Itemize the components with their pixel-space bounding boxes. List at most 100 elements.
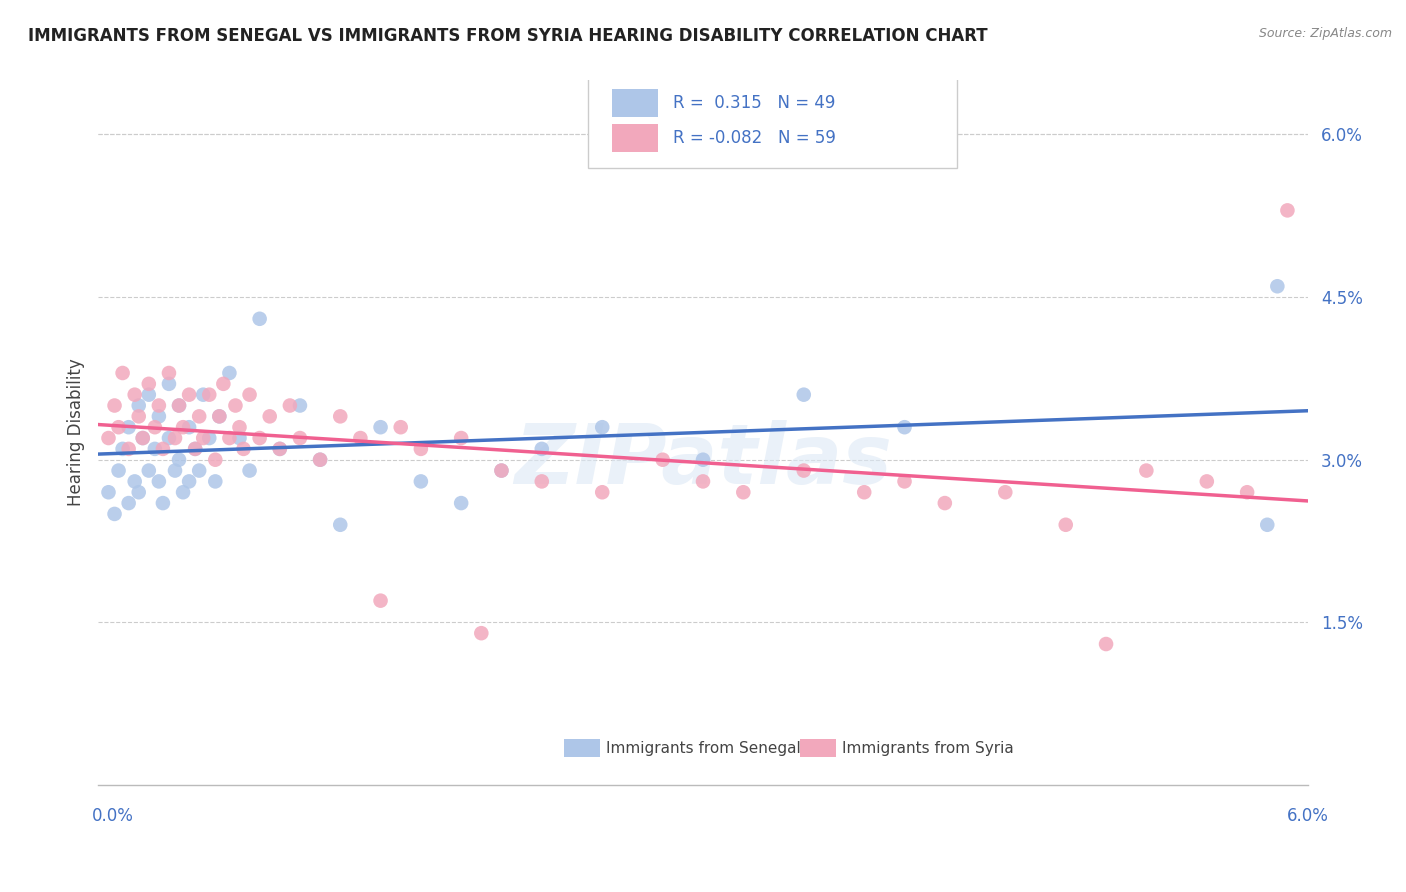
Point [184, 442, 207, 456]
Point [1095, 637, 1118, 651]
Point [591, 420, 613, 434]
Point [198, 431, 221, 445]
Point [188, 464, 211, 478]
Point [152, 442, 174, 456]
Point [228, 420, 250, 434]
Point [179, 475, 201, 489]
Point [409, 442, 432, 456]
Point [157, 366, 180, 380]
Point [370, 420, 392, 434]
Point [1277, 203, 1299, 218]
Point [692, 452, 714, 467]
Point [198, 387, 221, 401]
FancyBboxPatch shape [588, 73, 957, 169]
Point [1054, 517, 1077, 532]
Bar [613, 88, 658, 117]
Point [249, 431, 271, 445]
Point [157, 376, 180, 391]
Point [530, 442, 553, 456]
Point [208, 409, 231, 424]
Point [111, 366, 134, 380]
Point [893, 420, 915, 434]
Point [793, 387, 815, 401]
Point [167, 452, 190, 467]
Point [450, 431, 472, 445]
Point [172, 485, 194, 500]
Bar [564, 739, 600, 756]
Bar [800, 739, 837, 756]
Point [128, 485, 150, 500]
Text: Source: ZipAtlas.com: Source: ZipAtlas.com [1258, 27, 1392, 40]
Point [228, 431, 250, 445]
Point [309, 452, 332, 467]
Point [148, 409, 170, 424]
Point [103, 399, 125, 413]
Point [389, 420, 412, 434]
Point [179, 420, 201, 434]
Point [128, 399, 150, 413]
Point [470, 626, 492, 640]
Point [138, 376, 160, 391]
Point [692, 475, 714, 489]
Point [179, 387, 201, 401]
Point [1135, 464, 1157, 478]
Point [204, 475, 226, 489]
Point [269, 442, 291, 456]
Point [132, 431, 155, 445]
Point [224, 399, 246, 413]
Text: ZIPatlas: ZIPatlas [515, 420, 891, 501]
Point [793, 464, 815, 478]
Point [124, 387, 146, 401]
Point [651, 452, 673, 467]
Text: 0.0%: 0.0% [91, 807, 134, 825]
Point [157, 431, 180, 445]
Point [349, 431, 371, 445]
Point [218, 431, 240, 445]
Point [409, 475, 432, 489]
Point [491, 464, 513, 478]
Point [107, 464, 129, 478]
Point [278, 399, 301, 413]
Point [167, 399, 190, 413]
Point [163, 464, 186, 478]
Point [232, 442, 254, 456]
Point [329, 517, 352, 532]
Point [143, 442, 166, 456]
Point [152, 496, 174, 510]
Point [193, 387, 215, 401]
Point [143, 420, 166, 434]
Point [167, 399, 190, 413]
Bar [613, 124, 658, 153]
Point [204, 452, 226, 467]
Point [184, 442, 207, 456]
Point [111, 442, 134, 456]
Point [1256, 517, 1278, 532]
Point [193, 431, 215, 445]
Point [269, 442, 291, 456]
Y-axis label: Hearing Disability: Hearing Disability [66, 359, 84, 507]
Point [107, 420, 129, 434]
Point [530, 475, 553, 489]
Point [97, 485, 120, 500]
Point [118, 442, 141, 456]
Point [591, 485, 613, 500]
Point [118, 496, 141, 510]
Point [218, 366, 240, 380]
Point [329, 409, 352, 424]
Point [1236, 485, 1258, 500]
Point [1195, 475, 1218, 489]
Point [132, 431, 155, 445]
Point [239, 387, 262, 401]
Point [288, 399, 311, 413]
Point [138, 464, 160, 478]
Point [994, 485, 1017, 500]
Point [491, 464, 513, 478]
Text: IMMIGRANTS FROM SENEGAL VS IMMIGRANTS FROM SYRIA HEARING DISABILITY CORRELATION : IMMIGRANTS FROM SENEGAL VS IMMIGRANTS FR… [28, 27, 988, 45]
Point [212, 376, 235, 391]
Point [138, 387, 160, 401]
Point [188, 409, 211, 424]
Point [208, 409, 231, 424]
Point [172, 420, 194, 434]
Point [128, 409, 150, 424]
Text: 6.0%: 6.0% [1286, 807, 1329, 825]
